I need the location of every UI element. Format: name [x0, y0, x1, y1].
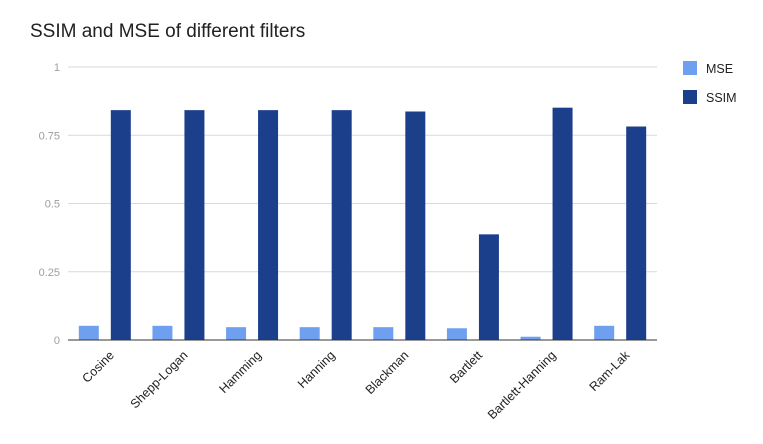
y-tick-label: 0.25 [39, 267, 60, 279]
x-tick-label: Bartlett-Hanning [485, 348, 559, 422]
bar-ssim-hamming [258, 110, 279, 340]
bar-ssim-blackman [405, 111, 426, 341]
x-axis-labels: Cosine Shepp-Logan Hamming Hanning Blackman B… [80, 348, 633, 422]
bar-mse-bartlett-hanning [520, 336, 541, 340]
chart-title: SSIM and MSE of different filters [30, 21, 305, 42]
bar-ssim-hanning [331, 110, 352, 340]
bar-ssim-bartlett [478, 234, 499, 340]
legend-swatch-ssim [683, 90, 697, 104]
legend: MSE SSIM [683, 61, 737, 105]
bar-ssim-bartlett-hanning [552, 107, 573, 340]
legend-swatch-mse [683, 61, 697, 75]
bar-mse-blackman [373, 327, 394, 340]
y-tick-label: 0.75 [39, 130, 60, 142]
x-tick-label: Shepp-Logan [128, 348, 191, 411]
bar-ssim-shepp-logan [184, 110, 205, 340]
y-tick-label: 0 [54, 335, 60, 347]
x-tick-label: Bartlett [447, 348, 485, 386]
x-tick-label: Cosine [80, 348, 117, 385]
y-tick-label: 0.5 [45, 199, 60, 211]
bar-ssim-cosine [110, 110, 131, 340]
x-tick-label: Hamming [216, 348, 264, 396]
legend-label-mse: MSE [706, 62, 733, 76]
bars [78, 107, 647, 341]
bar-mse-ram-lak [594, 325, 615, 340]
x-tick-label: Blackman [363, 348, 412, 397]
bar-mse-cosine [78, 325, 99, 340]
bar-mse-bartlett [446, 328, 467, 340]
legend-label-ssim: SSIM [706, 91, 737, 105]
x-tick-label: Hanning [295, 348, 338, 391]
bar-mse-hamming [226, 327, 247, 340]
y-tick-label: 1 [54, 62, 60, 74]
bar-mse-hanning [299, 327, 320, 340]
x-tick-label: Ram-Lak [587, 348, 633, 394]
bar-ssim-ram-lak [626, 126, 647, 340]
y-axis-ticks: 0 0.25 0.5 0.75 1 [39, 62, 60, 347]
bar-mse-shepp-logan [152, 325, 173, 340]
